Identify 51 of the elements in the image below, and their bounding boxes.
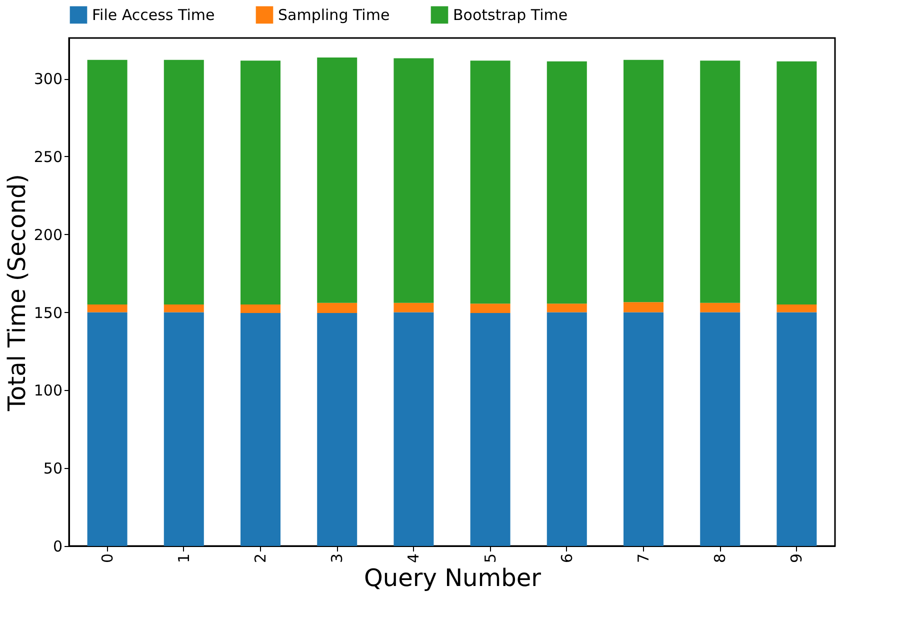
bar: [87, 304, 128, 312]
bar: [394, 58, 434, 303]
y-tick-label: 50: [43, 460, 62, 478]
y-tick-label: 250: [34, 148, 62, 166]
bar: [164, 312, 204, 546]
x-tick-label: 1: [174, 554, 193, 564]
bar: [470, 313, 510, 546]
legend-label: Bootstrap Time: [453, 6, 568, 24]
x-tick-label: 4: [404, 554, 423, 564]
bar: [700, 302, 740, 312]
bar: [624, 302, 664, 312]
x-tick-label: 0: [98, 554, 116, 564]
bar: [546, 304, 587, 312]
bar: [470, 304, 510, 314]
y-axis-title: Total Time (Second): [2, 174, 31, 412]
bar: [164, 304, 204, 312]
bar: [394, 302, 434, 312]
bar: [776, 312, 817, 546]
x-tick-label: 2: [252, 554, 270, 564]
legend-label: File Access Time: [92, 6, 215, 24]
x-tick-label: 3: [328, 554, 346, 564]
bar: [87, 60, 128, 304]
bar: [240, 304, 280, 314]
y-tick-label: 100: [34, 382, 62, 400]
x-tick-label: 9: [788, 554, 806, 564]
bar: [240, 60, 280, 304]
bar: [164, 60, 204, 304]
x-tick-label: 7: [634, 554, 652, 564]
bar: [240, 313, 280, 546]
legend-label: Sampling Time: [278, 6, 390, 24]
bar: [317, 313, 358, 546]
bar: [700, 312, 740, 546]
bar: [317, 57, 358, 303]
x-tick-label: 5: [481, 554, 500, 564]
bar: [700, 60, 740, 303]
bar: [394, 312, 434, 546]
bar: [624, 60, 664, 302]
y-tick-label: 150: [34, 304, 62, 322]
y-tick-label: 200: [34, 226, 62, 244]
bar: [87, 312, 128, 546]
bar: [317, 302, 358, 314]
bar: [470, 60, 510, 304]
bar: [624, 312, 664, 546]
x-tick-label: 6: [558, 554, 576, 564]
bar: [776, 61, 817, 304]
y-tick-label: 300: [34, 70, 62, 88]
bar: [546, 61, 587, 304]
x-tick-label: 8: [711, 554, 730, 564]
bar: [546, 312, 587, 546]
x-axis-title: Query Number: [364, 564, 542, 592]
bar: [776, 304, 817, 312]
